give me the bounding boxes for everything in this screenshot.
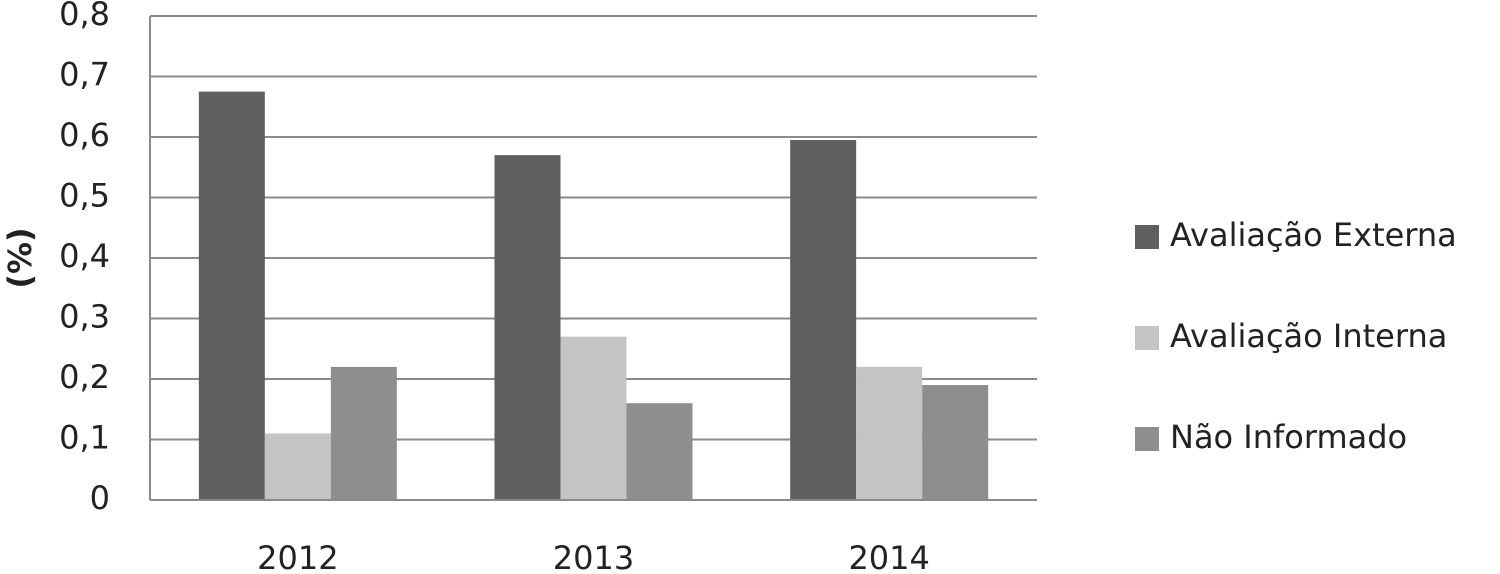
y-tick-label: 0 — [90, 479, 110, 517]
legend-label: Avaliação Interna — [1170, 317, 1447, 355]
y-tick-label: 0,2 — [59, 358, 110, 396]
x-tick-label: 2013 — [553, 539, 634, 574]
bar — [922, 385, 989, 500]
y-tick-label: 0,4 — [59, 237, 110, 275]
y-tick-label: 0,6 — [59, 116, 110, 154]
bar — [264, 433, 331, 500]
legend-swatch — [1135, 326, 1159, 350]
bar — [856, 366, 923, 500]
legend-swatch — [1135, 225, 1159, 249]
y-tick-label: 0,5 — [59, 177, 110, 215]
legend-label: Não Informado — [1170, 418, 1407, 456]
x-tick-label: 2014 — [848, 539, 929, 574]
bar — [790, 140, 857, 500]
bar — [626, 403, 693, 500]
bar — [330, 366, 397, 500]
x-tick-label: 2012 — [257, 539, 338, 574]
legend-label: Avaliação Externa — [1170, 216, 1457, 254]
legend-swatch — [1135, 427, 1159, 451]
y-axis-label: (%) — [1, 227, 39, 288]
y-tick-label: 0,3 — [59, 298, 110, 336]
bar — [494, 155, 561, 500]
bar — [198, 91, 265, 500]
y-tick-label: 0,7 — [59, 56, 110, 94]
bar — [560, 336, 627, 500]
y-tick-label: 0,8 — [59, 0, 110, 33]
y-tick-label: 0,1 — [59, 419, 110, 457]
